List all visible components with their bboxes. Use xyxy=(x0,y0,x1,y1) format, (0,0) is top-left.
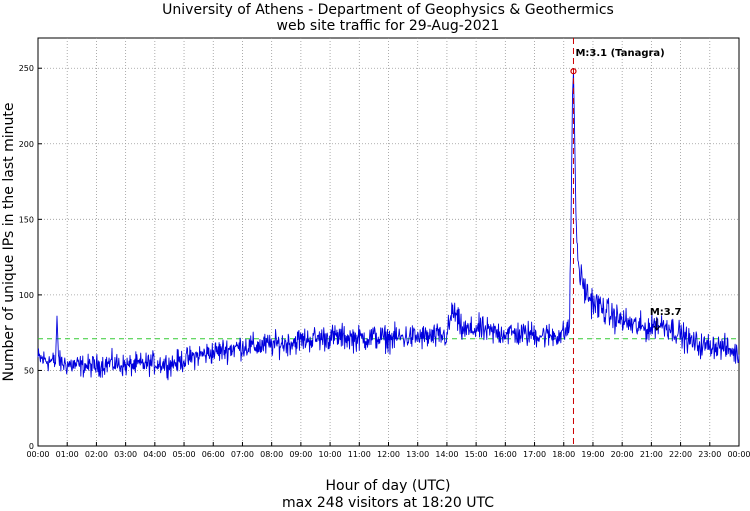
y-tick-label: 200 xyxy=(19,140,34,149)
x-tick-label: 05:00 xyxy=(173,450,196,459)
y-tick-label: 150 xyxy=(19,215,34,224)
chart-subtitle: web site traffic for 29-Aug-2021 xyxy=(277,18,500,34)
x-tick-label: 00:00 xyxy=(727,450,750,459)
y-axis-label: Number of unique IPs in the last minute xyxy=(1,103,17,382)
x-tick-label: 03:00 xyxy=(114,450,137,459)
x-tick-label: 19:00 xyxy=(581,450,604,459)
x-tick-label: 02:00 xyxy=(85,450,108,459)
x-tick-label: 18:00 xyxy=(552,450,575,459)
x-tick-label: 08:00 xyxy=(260,450,283,459)
x-tick-label: 17:00 xyxy=(523,450,546,459)
x-tick-label: 00:00 xyxy=(26,450,49,459)
x-tick-label: 01:00 xyxy=(56,450,79,459)
x-tick-label: 21:00 xyxy=(640,450,663,459)
x-tick-label: 09:00 xyxy=(289,450,312,459)
x-tick-label: 13:00 xyxy=(406,450,429,459)
y-tick-label: 250 xyxy=(19,64,34,73)
x-axis-label: Hour of day (UTC) xyxy=(326,478,451,494)
annotation-m37: M:3.7 xyxy=(650,307,682,318)
x-tick-label: 04:00 xyxy=(143,450,166,459)
x-tick-label: 23:00 xyxy=(698,450,721,459)
x-tick-label: 20:00 xyxy=(611,450,634,459)
y-tick-label: 100 xyxy=(19,291,34,300)
x-tick-label: 14:00 xyxy=(435,450,458,459)
x-tick-label: 11:00 xyxy=(348,450,371,459)
y-tick-label: 50 xyxy=(24,366,34,375)
x-tick-label: 07:00 xyxy=(231,450,254,459)
x-tick-label: 06:00 xyxy=(202,450,225,459)
x-tick-label: 22:00 xyxy=(669,450,692,459)
x-tick-label: 16:00 xyxy=(494,450,517,459)
x-tick-label: 10:00 xyxy=(319,450,342,459)
annotation-tanagra: M:3.1 (Tanagra) xyxy=(575,48,664,59)
max-visitors-note: max 248 visitors at 18:20 UTC xyxy=(282,495,494,511)
chart-title: University of Athens - Department of Geo… xyxy=(162,2,614,18)
x-tick-label: 12:00 xyxy=(377,450,400,459)
x-tick-label: 15:00 xyxy=(465,450,488,459)
y-tick-label: 0 xyxy=(29,442,34,451)
